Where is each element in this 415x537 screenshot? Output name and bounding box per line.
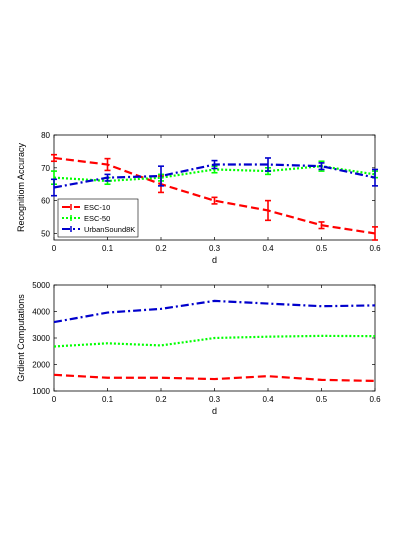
error-bar [372,168,378,187]
y-tick-label: 80 [41,131,50,140]
error-bar [104,157,111,172]
legend-item: ESC-50 [62,214,110,223]
y-tick-label: 3000 [32,334,50,343]
y-axis-label: Recognitiom Accuracy [16,142,26,232]
y-tick-label: 1000 [32,387,50,396]
x-tick-label: 0 [52,244,57,253]
x-axis-label: d [212,255,217,265]
y-tick-label: 60 [41,197,50,206]
y-tick-label: 4000 [32,308,50,317]
series-0 [51,153,378,241]
series-line [53,299,376,324]
x-tick-label: 0.1 [102,244,114,253]
error-bar [104,173,111,182]
accuracy-chart: 0 0.1 0.2 0.3 0.4 0.5 0.6 50 60 70 80 d Recognitiom … [16,131,381,265]
error-bar [158,165,164,187]
legend-label: ESC-10 [84,203,110,212]
legend: ESC-10 ESC-50 UrbanSound8K [57,198,139,238]
error-bar [211,159,218,170]
x-tick-label: 0.5 [316,244,328,253]
x-tick-label: 0.6 [369,244,381,253]
x-tick-label: 0.3 [209,244,221,253]
error-bar [372,226,378,241]
y-tick-label: 5000 [32,281,50,290]
series-2 [53,299,376,324]
x-tick-label: 0 [52,395,57,404]
error-bar [265,199,271,222]
legend-item: UrbanSound8K [62,225,135,234]
x-tick-label: 0.1 [102,395,114,404]
series-0 [53,373,376,383]
x-tick-label: 0.4 [262,395,274,404]
series-2 [51,157,378,197]
series-line [53,334,376,348]
series-1 [53,334,376,348]
error-bar [318,162,325,171]
legend-label: ESC-50 [84,214,110,223]
error-bar [318,221,325,230]
legend-item: ESC-10 [62,203,110,212]
y-axis-label: Grdient Computations [16,294,26,382]
x-tick-label: 0.2 [155,244,167,253]
series-line [53,373,376,383]
x-axis-label: d [212,406,217,416]
error-bar [51,153,57,163]
y-tick-label: 70 [41,164,50,173]
y-tick-label: 2000 [32,361,50,370]
y-tick-label: 50 [41,229,50,238]
x-tick-label: 0.5 [316,395,328,404]
x-tick-label: 0.3 [209,395,221,404]
legend-label: UrbanSound8K [84,225,135,234]
error-bar [265,157,271,172]
error-bar [211,196,218,205]
gradient-computations-chart: 0 0.1 0.2 0.3 0.4 0.5 0.6 1000 2000 3000 4000 5000 d… [16,281,381,416]
x-tick-label: 0.2 [155,395,167,404]
error-bar [51,178,57,197]
x-tick-label: 0.6 [369,395,381,404]
x-tick-label: 0.4 [262,244,274,253]
